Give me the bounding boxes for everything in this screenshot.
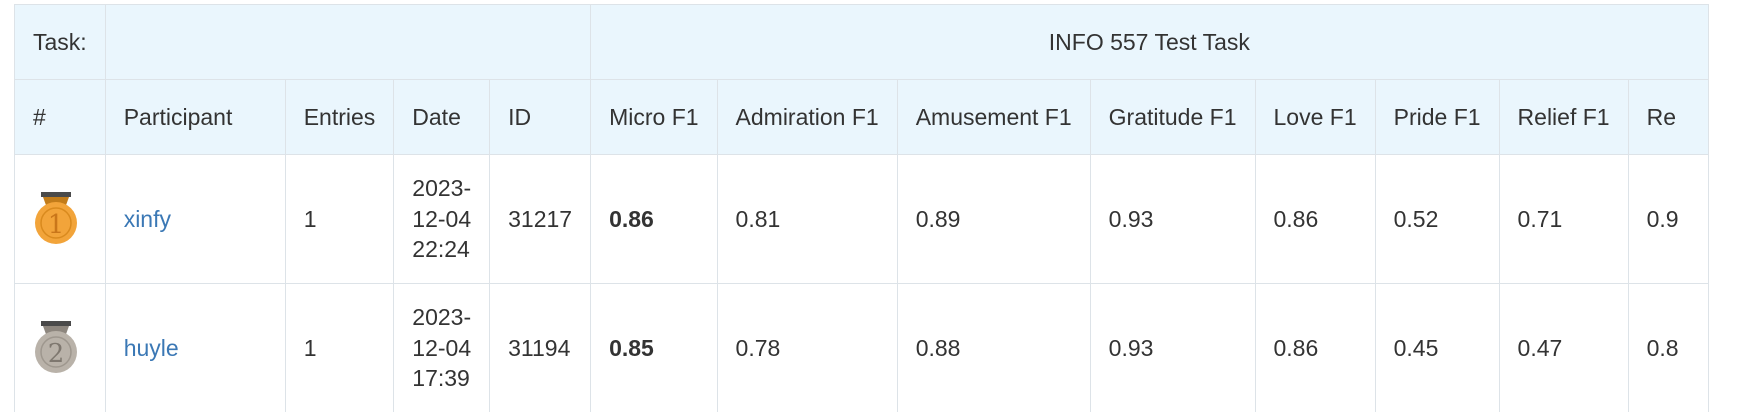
admiration-f1-cell: 0.78 xyxy=(716,283,898,412)
entries-cell: 1 xyxy=(284,154,395,284)
participant-cell: xinfy xyxy=(104,154,286,284)
column-header-row: # Participant Entries Date ID Micro F1 A… xyxy=(14,79,1709,155)
column-header-participant[interactable]: Participant xyxy=(104,79,286,155)
relief-f1-cell: 0.71 xyxy=(1498,154,1629,284)
micro-f1-cell: 0.85 xyxy=(590,283,718,412)
participant-link[interactable]: huyle xyxy=(123,334,179,361)
task-row: Task: INFO 557 Test Task xyxy=(14,4,1709,80)
leaderboard-table: Task: INFO 557 Test Task # Participant E… xyxy=(14,4,1709,412)
medal-rank-text: 1 xyxy=(48,210,65,240)
column-header-remorse-f1[interactable]: Re xyxy=(1627,79,1709,155)
task-label: Task: xyxy=(14,4,106,80)
amusement-f1-cell: 0.89 xyxy=(896,154,1091,284)
column-header-amusement-f1[interactable]: Amusement F1 xyxy=(896,79,1091,155)
column-header-rank[interactable]: # xyxy=(14,79,106,155)
table-row: 2 huyle 1 2023- 12-04 17:39 31194 0.85 0… xyxy=(14,283,1709,412)
entries-cell: 1 xyxy=(284,283,395,412)
date-line: 2023- xyxy=(412,175,472,202)
id-cell: 31194 xyxy=(489,283,592,412)
column-header-id[interactable]: ID xyxy=(489,79,592,155)
rank-cell: 1 xyxy=(14,154,106,284)
remorse-f1-cell: 0.9 xyxy=(1627,154,1709,284)
date-line: 12-04 xyxy=(412,205,472,232)
column-header-micro-f1[interactable]: Micro F1 xyxy=(590,79,718,155)
participant-link[interactable]: xinfy xyxy=(123,205,171,232)
task-spacer xyxy=(104,4,592,80)
medal-rank-text: 2 xyxy=(48,339,65,369)
love-f1-cell: 0.86 xyxy=(1254,283,1376,412)
date-cell: 2023- 12-04 22:24 xyxy=(393,154,491,284)
gold-medal-icon: 1 xyxy=(35,192,77,244)
amusement-f1-cell: 0.88 xyxy=(896,283,1091,412)
micro-f1-cell: 0.86 xyxy=(590,154,718,284)
column-header-entries[interactable]: Entries xyxy=(284,79,395,155)
time-line: 17:39 xyxy=(412,365,470,392)
column-header-admiration-f1[interactable]: Admiration F1 xyxy=(716,79,898,155)
gratitude-f1-cell: 0.93 xyxy=(1089,154,1256,284)
time-line: 22:24 xyxy=(412,236,470,263)
id-cell: 31217 xyxy=(489,154,592,284)
pride-f1-cell: 0.45 xyxy=(1374,283,1500,412)
date-line: 2023- xyxy=(412,304,472,331)
table-row: 1 xinfy 1 2023- 12-04 22:24 31217 0.86 0… xyxy=(14,154,1709,284)
task-name: INFO 557 Test Task xyxy=(590,4,1709,80)
relief-f1-cell: 0.47 xyxy=(1498,283,1629,412)
remorse-f1-cell: 0.8 xyxy=(1627,283,1709,412)
column-header-love-f1[interactable]: Love F1 xyxy=(1254,79,1376,155)
admiration-f1-cell: 0.81 xyxy=(716,154,898,284)
love-f1-cell: 0.86 xyxy=(1254,154,1376,284)
participant-cell: huyle xyxy=(104,283,286,412)
column-header-gratitude-f1[interactable]: Gratitude F1 xyxy=(1089,79,1256,155)
silver-medal-icon: 2 xyxy=(35,321,77,373)
date-line: 12-04 xyxy=(412,334,472,361)
column-header-date[interactable]: Date xyxy=(393,79,491,155)
gratitude-f1-cell: 0.93 xyxy=(1089,283,1256,412)
rank-cell: 2 xyxy=(14,283,106,412)
date-cell: 2023- 12-04 17:39 xyxy=(393,283,491,412)
column-header-pride-f1[interactable]: Pride F1 xyxy=(1374,79,1500,155)
column-header-relief-f1[interactable]: Relief F1 xyxy=(1498,79,1629,155)
pride-f1-cell: 0.52 xyxy=(1374,154,1500,284)
